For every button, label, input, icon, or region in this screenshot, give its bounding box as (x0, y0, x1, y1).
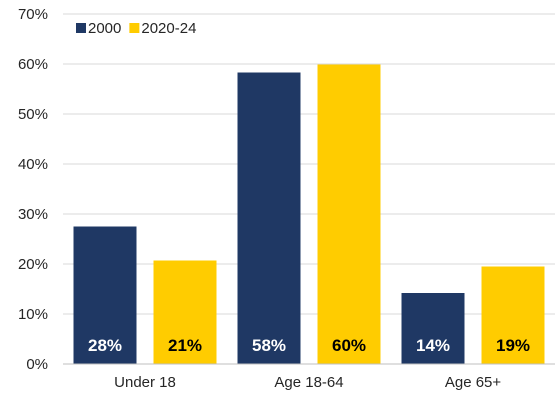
y-tick-label: 60% (18, 56, 48, 73)
y-tick-label: 40% (18, 156, 48, 173)
legend-label: 2000 (88, 20, 121, 37)
y-tick-label: 0% (26, 356, 48, 373)
bar-2020-24-age-65- (481, 266, 545, 364)
y-tick-label: 10% (18, 306, 48, 323)
x-tick-label: Age 65+ (445, 374, 502, 391)
bars (73, 64, 545, 364)
y-tick-label: 30% (18, 206, 48, 223)
x-tick-label: Under 18 (114, 374, 176, 391)
bar-data-label: 21% (168, 336, 202, 355)
y-tick-label: 50% (18, 106, 48, 123)
bar-data-label: 28% (88, 336, 122, 355)
legend-swatch (129, 23, 140, 33)
y-tick-label: 20% (18, 256, 48, 273)
bar-data-label: 60% (332, 336, 366, 355)
x-tick-label: Age 18-64 (274, 374, 343, 391)
bar-data-label: 19% (496, 336, 530, 355)
legend-swatch (76, 23, 86, 33)
bar-data-labels: 28% 21% 58% 60% 14% 19% (88, 336, 530, 355)
legend-label: 2020-24 (141, 20, 196, 37)
legend: 2000 2020-24 (76, 20, 196, 37)
y-tick-label: 70% (18, 6, 48, 23)
bar-2000-age-18-64 (237, 72, 301, 364)
bar-2000-under-18 (73, 226, 137, 364)
y-axis: 0% 10% 20% 30% 40% 50% 60% 70% (18, 6, 48, 373)
bar-2020-24-age-18-64 (317, 64, 381, 364)
bar-data-label: 58% (252, 336, 286, 355)
gridlines (63, 13, 555, 315)
x-axis: Under 18 Age 18-64 Age 65+ (63, 363, 555, 391)
bar-data-label: 14% (416, 336, 450, 355)
bar-2000-age-65- (401, 293, 465, 364)
bar-2020-24-under-18 (153, 260, 217, 364)
